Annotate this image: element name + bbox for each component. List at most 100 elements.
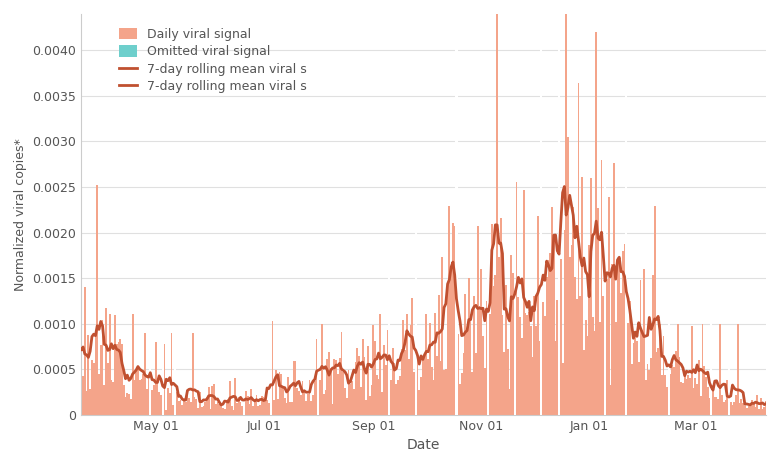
Bar — [719, 323, 721, 415]
Bar — [454, 226, 456, 415]
Bar — [541, 0, 542, 415]
Bar — [270, 375, 271, 415]
Bar — [567, 137, 569, 415]
Bar — [307, 394, 309, 415]
Bar — [317, 336, 320, 415]
Bar — [473, 296, 475, 415]
Bar — [512, 273, 514, 415]
Bar — [378, 379, 380, 415]
Bar — [459, 384, 461, 415]
Bar — [673, 367, 675, 415]
Bar — [298, 391, 300, 415]
Bar — [489, 314, 491, 415]
Bar — [463, 353, 464, 415]
Bar — [450, 269, 452, 415]
Bar — [535, 326, 537, 415]
Bar — [425, 315, 427, 415]
Bar — [760, 397, 762, 415]
Bar — [140, 379, 143, 415]
Bar — [390, 380, 392, 415]
Bar — [370, 385, 372, 415]
Bar — [424, 358, 425, 415]
Bar — [319, 380, 321, 415]
Bar — [636, 342, 638, 415]
Bar — [295, 362, 296, 415]
Bar — [604, 170, 606, 415]
Bar — [181, 405, 183, 415]
Bar — [608, 197, 609, 415]
Bar — [401, 349, 402, 415]
Bar — [261, 396, 263, 415]
Bar — [662, 336, 665, 415]
Bar — [436, 356, 438, 415]
Bar — [100, 345, 101, 415]
Bar — [146, 389, 147, 415]
Bar — [374, 341, 376, 415]
Bar — [728, 348, 730, 415]
Bar — [314, 381, 316, 415]
Bar — [132, 315, 133, 415]
Bar — [730, 402, 732, 415]
Bar — [620, 293, 622, 415]
Bar — [645, 380, 647, 415]
Bar — [566, 14, 567, 415]
Bar — [415, 231, 417, 415]
Bar — [402, 320, 404, 415]
Bar — [666, 386, 668, 415]
Bar — [196, 399, 197, 415]
Bar — [682, 383, 684, 415]
Bar — [507, 350, 509, 415]
Bar — [381, 392, 383, 415]
Bar — [619, 258, 620, 415]
Bar — [690, 378, 691, 415]
Bar — [172, 405, 174, 415]
Bar — [723, 402, 725, 415]
Bar — [475, 353, 477, 415]
Bar — [447, 295, 448, 415]
Bar — [91, 360, 93, 415]
Bar — [411, 298, 413, 415]
Bar — [701, 323, 704, 415]
Bar — [616, 270, 619, 415]
Bar — [427, 359, 429, 415]
Bar — [89, 389, 91, 415]
Bar — [583, 350, 585, 415]
Bar — [743, 403, 744, 415]
Bar — [250, 389, 252, 415]
Bar — [687, 375, 690, 415]
Bar — [594, 331, 595, 415]
Bar — [417, 357, 418, 415]
Bar — [413, 371, 415, 415]
Bar — [470, 315, 471, 415]
Bar — [266, 400, 268, 415]
Bar — [638, 362, 640, 415]
Bar — [726, 380, 728, 415]
Bar — [309, 380, 310, 415]
Bar — [422, 360, 424, 415]
Bar — [211, 386, 213, 415]
Bar — [588, 245, 590, 415]
Bar — [486, 301, 488, 415]
Bar — [112, 382, 114, 415]
Bar — [165, 410, 167, 415]
Bar — [239, 402, 242, 415]
Bar — [225, 402, 227, 415]
Bar — [86, 391, 87, 415]
Bar — [553, 240, 555, 415]
Bar — [395, 384, 397, 415]
X-axis label: Date: Date — [407, 438, 441, 452]
Bar — [335, 360, 337, 415]
Bar — [740, 399, 743, 415]
Bar — [675, 350, 677, 415]
Bar — [658, 348, 659, 415]
Bar — [259, 404, 261, 415]
Bar — [246, 396, 249, 415]
Bar — [149, 364, 151, 415]
Bar — [133, 380, 135, 415]
Bar — [644, 269, 645, 415]
Bar — [471, 372, 473, 415]
Bar — [213, 384, 215, 415]
Bar — [98, 374, 100, 415]
Bar — [502, 315, 503, 415]
Bar — [312, 395, 314, 415]
